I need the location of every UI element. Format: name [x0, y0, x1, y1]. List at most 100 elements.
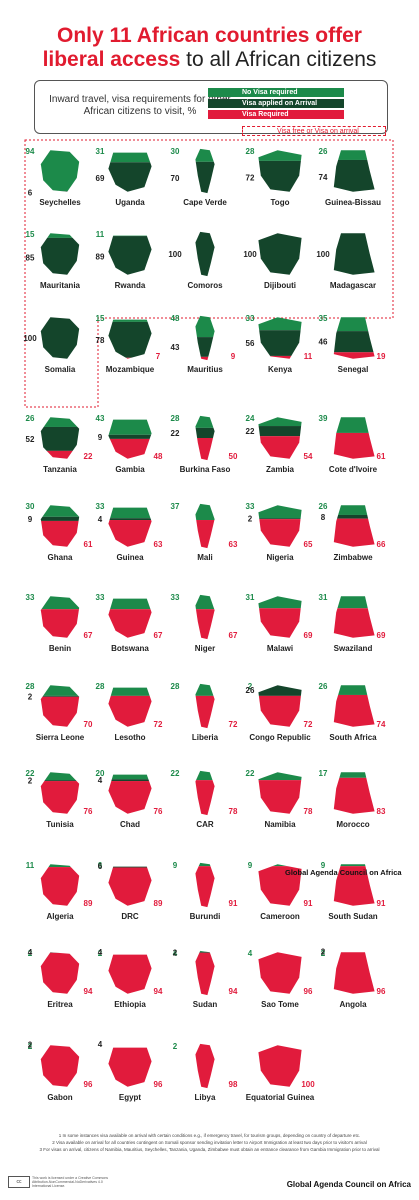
- segment-required: [108, 438, 152, 459]
- country-label-cape-verde: Cape Verde: [183, 198, 227, 207]
- country-label-nigeria: Nigeria: [266, 553, 294, 562]
- segment-on-arrival: [108, 866, 152, 868]
- country-label-sierra-leone: Sierra Leone: [36, 733, 85, 742]
- country-label-madagascar: Madagascar: [330, 281, 376, 290]
- segment-on-arrival: [195, 231, 215, 277]
- segment-no-visa: [195, 950, 215, 952]
- country-shape-senegal: [333, 317, 375, 359]
- segment-required: [40, 781, 80, 814]
- segment-required: [195, 1043, 215, 1089]
- value-label: 22: [84, 452, 93, 461]
- segment-no-visa: [195, 1043, 215, 1044]
- country-label-sudan: Sudan: [193, 1000, 218, 1009]
- segment-no-visa: [40, 772, 80, 781]
- segment-required: [40, 867, 80, 906]
- country-shape-burkina-faso: [195, 415, 215, 461]
- segment-no-visa: [195, 315, 215, 338]
- value-label: 100: [23, 334, 37, 343]
- value-label: 11: [96, 230, 105, 239]
- value-label: 94: [84, 987, 93, 996]
- country-shape-eritrea: [40, 952, 80, 994]
- value-label: 2: [173, 1042, 178, 1051]
- value-label: 2: [248, 515, 253, 524]
- segment-no-visa: [258, 417, 302, 427]
- value-label: 28: [96, 682, 105, 691]
- legend-item-required: Visa Required: [208, 110, 344, 119]
- segment-no-visa: [106, 950, 154, 951]
- country-shape-libya: [195, 1043, 215, 1089]
- value-label: 61: [84, 540, 93, 549]
- segment-no-visa: [40, 864, 80, 868]
- segment-required: [108, 1047, 152, 1087]
- segment-no-visa: [108, 774, 152, 780]
- segment-on-arrival: [40, 952, 80, 953]
- country-label-drc: DRC: [121, 912, 139, 921]
- legend-caption: Inward travel, visa requirements for oth…: [49, 94, 231, 117]
- segment-no-visa: [40, 685, 80, 696]
- segment-required: [333, 952, 375, 994]
- segment-no-visa: [333, 864, 375, 867]
- country-shape-tunisia: [40, 772, 80, 814]
- country-label-seychelles: Seychelles: [39, 198, 81, 207]
- value-label: 4: [98, 515, 103, 524]
- value-label: 39: [319, 414, 328, 423]
- value-label: 28: [171, 414, 180, 423]
- value-label: 28: [26, 682, 35, 691]
- country-label-zambia: Zambia: [266, 465, 295, 474]
- segment-required: [40, 696, 80, 727]
- segment-required: [258, 780, 302, 814]
- country-label-chad: Chad: [120, 820, 140, 829]
- value-label: 24: [246, 414, 255, 423]
- segment-required: [195, 438, 215, 461]
- segment-no-visa: [256, 950, 304, 952]
- segment-on-arrival: [40, 516, 80, 521]
- segment-on-arrival: [106, 1043, 154, 1045]
- country-shape-drc: [108, 866, 152, 906]
- value-label: 26: [319, 502, 328, 511]
- segment-on-arrival: [108, 518, 152, 521]
- country-label-dijibouti: Dijibouti: [264, 281, 296, 290]
- segment-on-arrival: [195, 337, 215, 357]
- value-label: 74: [377, 720, 386, 729]
- value-label: 96: [154, 1080, 163, 1089]
- country-label-kenya: Kenya: [268, 365, 293, 374]
- segment-no-visa: [108, 152, 152, 163]
- segment-required: [195, 356, 215, 361]
- segment-on-arrival: [258, 330, 302, 356]
- footnote-3: 3 For visas on arrival, citizens of Nami…: [39, 1147, 380, 1152]
- footnote-1: 1 In some instances visa available on ar…: [58, 1133, 361, 1138]
- segment-required: [258, 1045, 302, 1087]
- segment-no-visa: [329, 950, 377, 951]
- segment-required: [258, 355, 302, 359]
- country-shape-ethiopia: [106, 950, 154, 994]
- segment-no-visa: [256, 683, 304, 684]
- value-label: 19: [377, 352, 386, 361]
- country-shape-angola: [329, 950, 377, 994]
- value-label: 9: [321, 861, 326, 870]
- segment-required: [108, 520, 152, 547]
- value-label: 9: [248, 861, 253, 870]
- value-label: 2: [321, 947, 326, 956]
- value-label: 4: [28, 948, 33, 957]
- segment-required: [333, 432, 375, 459]
- mid-credit: Global Agenda Council on Africa: [285, 868, 402, 877]
- country-shape-liberia: [195, 683, 215, 729]
- value-label: 69: [96, 174, 105, 183]
- segment-required: [40, 520, 80, 547]
- country-shape-guinea: [108, 507, 152, 547]
- segment-on-arrival: [108, 434, 152, 439]
- value-label: 22: [246, 427, 255, 436]
- title-line-2-rest: to all African citizens: [180, 48, 377, 71]
- segment-no-visa: [333, 505, 375, 515]
- value-label: 4: [173, 949, 178, 958]
- value-label: 78: [304, 807, 313, 816]
- value-label: 4: [98, 776, 103, 785]
- value-label: 100: [168, 250, 182, 259]
- value-label: 100: [243, 250, 257, 259]
- segment-on-arrival: [106, 951, 154, 953]
- country-shape-mauritius: [195, 315, 215, 361]
- segment-no-visa: [108, 235, 152, 237]
- country-label-congo-republic: Congo Republic: [249, 733, 311, 742]
- country-label-swaziland: Swaziland: [334, 644, 373, 653]
- value-label: 28: [171, 682, 180, 691]
